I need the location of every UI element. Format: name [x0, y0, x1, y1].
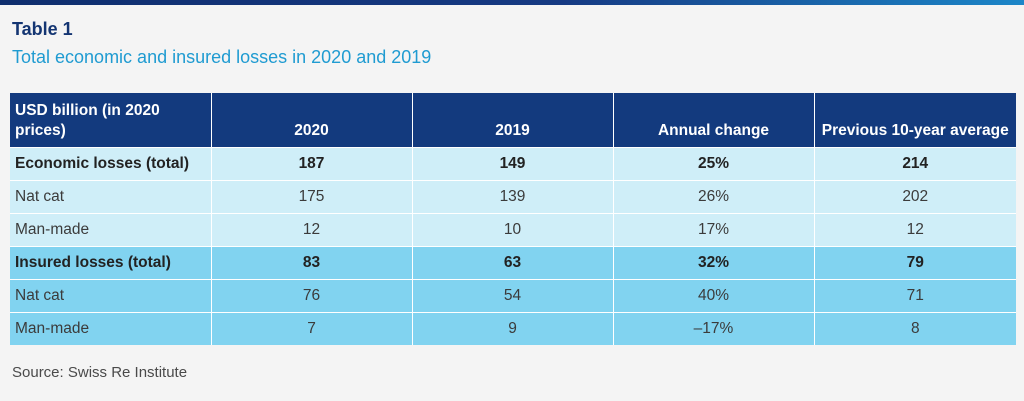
cell-2019: 149	[412, 147, 614, 181]
row-label: Nat cat	[10, 180, 212, 214]
row-label: Man-made	[10, 213, 212, 247]
cell-annual-change: 17%	[613, 213, 815, 247]
row-label: Man-made	[10, 312, 212, 345]
column-header-2020: 2020	[211, 93, 413, 148]
column-header-annual-change: Annual change	[613, 93, 815, 148]
cell-annual-change: 26%	[613, 180, 815, 214]
table-header-row: USD billion (in 2020 prices) 2020 2019 A…	[10, 93, 1016, 148]
cell-2020: 7	[211, 312, 413, 345]
cell-annual-change: 25%	[613, 147, 815, 181]
table-row: Nat cat 175 139 26% 202	[10, 180, 1016, 214]
table-row: Insured losses (total) 83 63 32% 79	[10, 246, 1016, 280]
row-label: Nat cat	[10, 279, 212, 313]
table-number-label: Table 1	[12, 19, 73, 39]
cell-10-year-average: 202	[814, 180, 1016, 214]
column-header-unit: USD billion (in 2020 prices)	[10, 93, 212, 148]
cell-2019: 9	[412, 312, 614, 345]
cell-2019: 139	[412, 180, 614, 214]
source-note: Source: Swiss Re Institute	[12, 364, 188, 381]
cell-2019: 63	[412, 246, 614, 280]
table-row: Nat cat 76 54 40% 71	[10, 279, 1016, 313]
row-label: Insured losses (total)	[10, 246, 212, 280]
cell-annual-change: –17%	[613, 312, 815, 345]
cell-2020: 83	[211, 246, 413, 280]
top-accent-bar	[0, 0, 1024, 5]
cell-2020: 175	[211, 180, 413, 214]
table-row: Man-made 12 10 17% 12	[10, 213, 1016, 247]
cell-2020: 12	[211, 213, 413, 247]
cell-2020: 76	[211, 279, 413, 313]
cell-10-year-average: 79	[814, 246, 1016, 280]
column-header-2019: 2019	[412, 93, 614, 148]
table-title: Total economic and insured losses in 202…	[12, 47, 432, 67]
cell-10-year-average: 214	[814, 147, 1016, 181]
cell-2019: 54	[412, 279, 614, 313]
cell-annual-change: 40%	[613, 279, 815, 313]
cell-10-year-average: 8	[814, 312, 1016, 345]
column-header-10-year-average: Previous 10-year average	[814, 93, 1016, 148]
cell-annual-change: 32%	[613, 246, 815, 280]
table-row: Man-made 7 9 –17% 8	[10, 312, 1016, 345]
cell-10-year-average: 12	[814, 213, 1016, 247]
cell-10-year-average: 71	[814, 279, 1016, 313]
cell-2019: 10	[412, 213, 614, 247]
row-label: Economic losses (total)	[10, 147, 212, 181]
losses-table: USD billion (in 2020 prices) 2020 2019 A…	[10, 93, 1016, 345]
cell-2020: 187	[211, 147, 413, 181]
table-row: Economic losses (total) 187 149 25% 214	[10, 147, 1016, 181]
